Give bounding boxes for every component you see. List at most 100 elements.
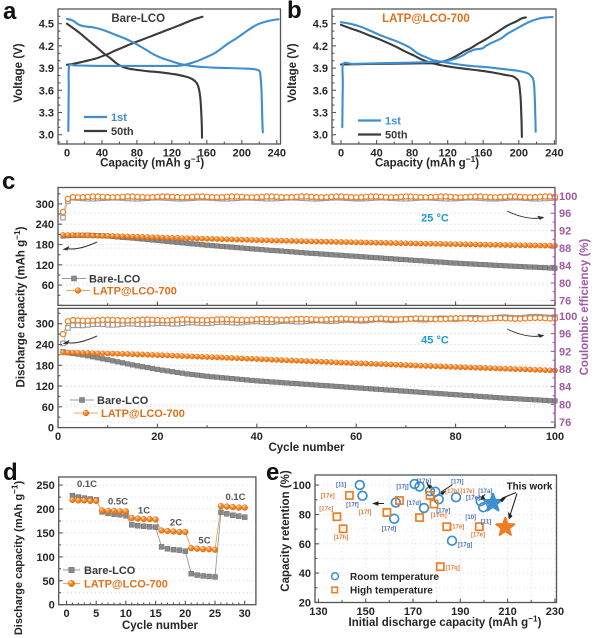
svg-text:120: 120 xyxy=(36,260,54,272)
svg-text:Coulombic efficiency (%): Coulombic efficiency (%) xyxy=(579,238,591,375)
svg-text:240: 240 xyxy=(36,219,54,231)
svg-text:180: 180 xyxy=(36,360,54,372)
svg-text:20: 20 xyxy=(299,597,311,609)
svg-text:[17a]: [17a] xyxy=(478,489,492,495)
svg-text:240: 240 xyxy=(36,340,54,352)
svg-text:[17j]: [17j] xyxy=(396,485,408,491)
svg-text:76: 76 xyxy=(559,417,571,429)
svg-text:160: 160 xyxy=(474,148,492,160)
svg-text:50th: 50th xyxy=(111,126,134,138)
svg-text:[17m]: [17m] xyxy=(431,513,447,519)
svg-text:High temperature: High temperature xyxy=(350,586,433,597)
svg-text:210: 210 xyxy=(498,606,516,618)
svg-text:40: 40 xyxy=(96,148,108,160)
svg-text:88: 88 xyxy=(559,364,571,376)
svg-text:15: 15 xyxy=(149,608,161,620)
svg-text:5: 5 xyxy=(93,608,99,620)
svg-text:[17g]: [17g] xyxy=(458,543,472,549)
svg-text:[10]: [10] xyxy=(465,515,476,521)
svg-text:300: 300 xyxy=(36,319,54,331)
svg-text:60: 60 xyxy=(42,402,54,414)
svg-text:92: 92 xyxy=(559,346,571,358)
svg-text:[17c]: [17c] xyxy=(319,507,333,513)
svg-text:45 °C: 45 °C xyxy=(421,335,449,347)
svg-text:60: 60 xyxy=(299,539,311,551)
svg-text:170: 170 xyxy=(404,606,422,618)
svg-text:3.6: 3.6 xyxy=(39,85,54,97)
svg-text:e: e xyxy=(266,459,279,486)
svg-text:300: 300 xyxy=(36,199,54,211)
svg-text:0: 0 xyxy=(55,431,61,443)
svg-text:240: 240 xyxy=(268,148,286,160)
svg-text:0.5C: 0.5C xyxy=(108,497,128,508)
svg-text:25 °C: 25 °C xyxy=(421,213,449,225)
svg-text:[17q]: [17q] xyxy=(446,566,460,572)
svg-text:40: 40 xyxy=(251,431,263,443)
svg-text:100: 100 xyxy=(293,480,311,492)
svg-text:[17e]: [17e] xyxy=(461,489,475,495)
svg-text:120: 120 xyxy=(163,148,181,160)
svg-text:[17e]: [17e] xyxy=(466,496,480,502)
svg-text:Cycle number: Cycle number xyxy=(122,620,199,632)
svg-text:4.2: 4.2 xyxy=(39,41,54,53)
svg-text:120: 120 xyxy=(439,148,457,160)
svg-text:[17i]: [17i] xyxy=(451,480,463,486)
svg-text:4.2: 4.2 xyxy=(313,41,328,53)
svg-text:4.5: 4.5 xyxy=(313,19,328,31)
svg-text:This work: This work xyxy=(507,482,553,493)
svg-text:200: 200 xyxy=(233,148,251,160)
svg-text:[17b]: [17b] xyxy=(417,479,431,485)
svg-text:Bare-LCO: Bare-LCO xyxy=(84,565,136,577)
svg-text:Bare-LCO: Bare-LCO xyxy=(97,395,149,407)
svg-text:b: b xyxy=(287,0,302,24)
svg-text:2C: 2C xyxy=(170,518,182,529)
svg-text:60: 60 xyxy=(350,431,362,443)
svg-text:3.0: 3.0 xyxy=(313,130,328,142)
svg-text:80: 80 xyxy=(559,278,571,290)
svg-text:Bare-LCO: Bare-LCO xyxy=(89,273,141,285)
svg-text:80: 80 xyxy=(406,148,418,160)
svg-text:[17b]: [17b] xyxy=(445,489,459,495)
svg-text:3.9: 3.9 xyxy=(313,63,328,75)
svg-text:200: 200 xyxy=(510,148,528,160)
svg-text:88: 88 xyxy=(559,243,571,255)
svg-text:20: 20 xyxy=(151,431,163,443)
svg-text:96: 96 xyxy=(559,208,571,220)
svg-text:LATP@LCO-700: LATP@LCO-700 xyxy=(93,285,177,297)
svg-text:[17e]: [17e] xyxy=(450,525,464,531)
svg-text:0: 0 xyxy=(338,148,344,160)
svg-text:0: 0 xyxy=(63,608,69,620)
svg-text:76: 76 xyxy=(559,295,571,307)
svg-text:100: 100 xyxy=(36,552,54,564)
svg-text:92: 92 xyxy=(559,226,571,238)
svg-text:[17e]: [17e] xyxy=(471,533,485,539)
svg-text:180: 180 xyxy=(36,240,54,252)
svg-text:80: 80 xyxy=(449,431,461,443)
svg-text:20: 20 xyxy=(179,608,191,620)
svg-text:5C: 5C xyxy=(198,536,210,547)
svg-text:Capacity (mAh g−1): Capacity (mAh g−1) xyxy=(375,154,479,169)
svg-text:Bare-LCO: Bare-LCO xyxy=(111,13,165,25)
svg-text:3.3: 3.3 xyxy=(39,108,54,120)
svg-text:60: 60 xyxy=(42,280,54,292)
svg-text:LATP@LCO-700: LATP@LCO-700 xyxy=(101,408,185,420)
svg-text:Voltage (V): Voltage (V) xyxy=(13,43,25,102)
svg-text:1st: 1st xyxy=(385,116,401,128)
svg-text:0.1C: 0.1C xyxy=(225,492,245,503)
svg-text:25: 25 xyxy=(209,608,221,620)
svg-text:[17d]: [17d] xyxy=(382,527,396,533)
svg-text:150: 150 xyxy=(36,528,54,540)
svg-text:0: 0 xyxy=(49,600,55,612)
svg-text:96: 96 xyxy=(559,329,571,341)
svg-text:[17h]: [17h] xyxy=(334,535,348,541)
svg-text:c: c xyxy=(2,168,15,195)
svg-text:a: a xyxy=(3,0,17,25)
svg-text:240: 240 xyxy=(545,148,563,160)
svg-text:190: 190 xyxy=(451,606,469,618)
svg-text:3.3: 3.3 xyxy=(313,108,328,120)
svg-text:120: 120 xyxy=(36,381,54,393)
svg-text:d: d xyxy=(3,459,18,486)
svg-text:40: 40 xyxy=(370,148,382,160)
svg-text:0: 0 xyxy=(64,148,70,160)
svg-text:50: 50 xyxy=(42,576,54,588)
